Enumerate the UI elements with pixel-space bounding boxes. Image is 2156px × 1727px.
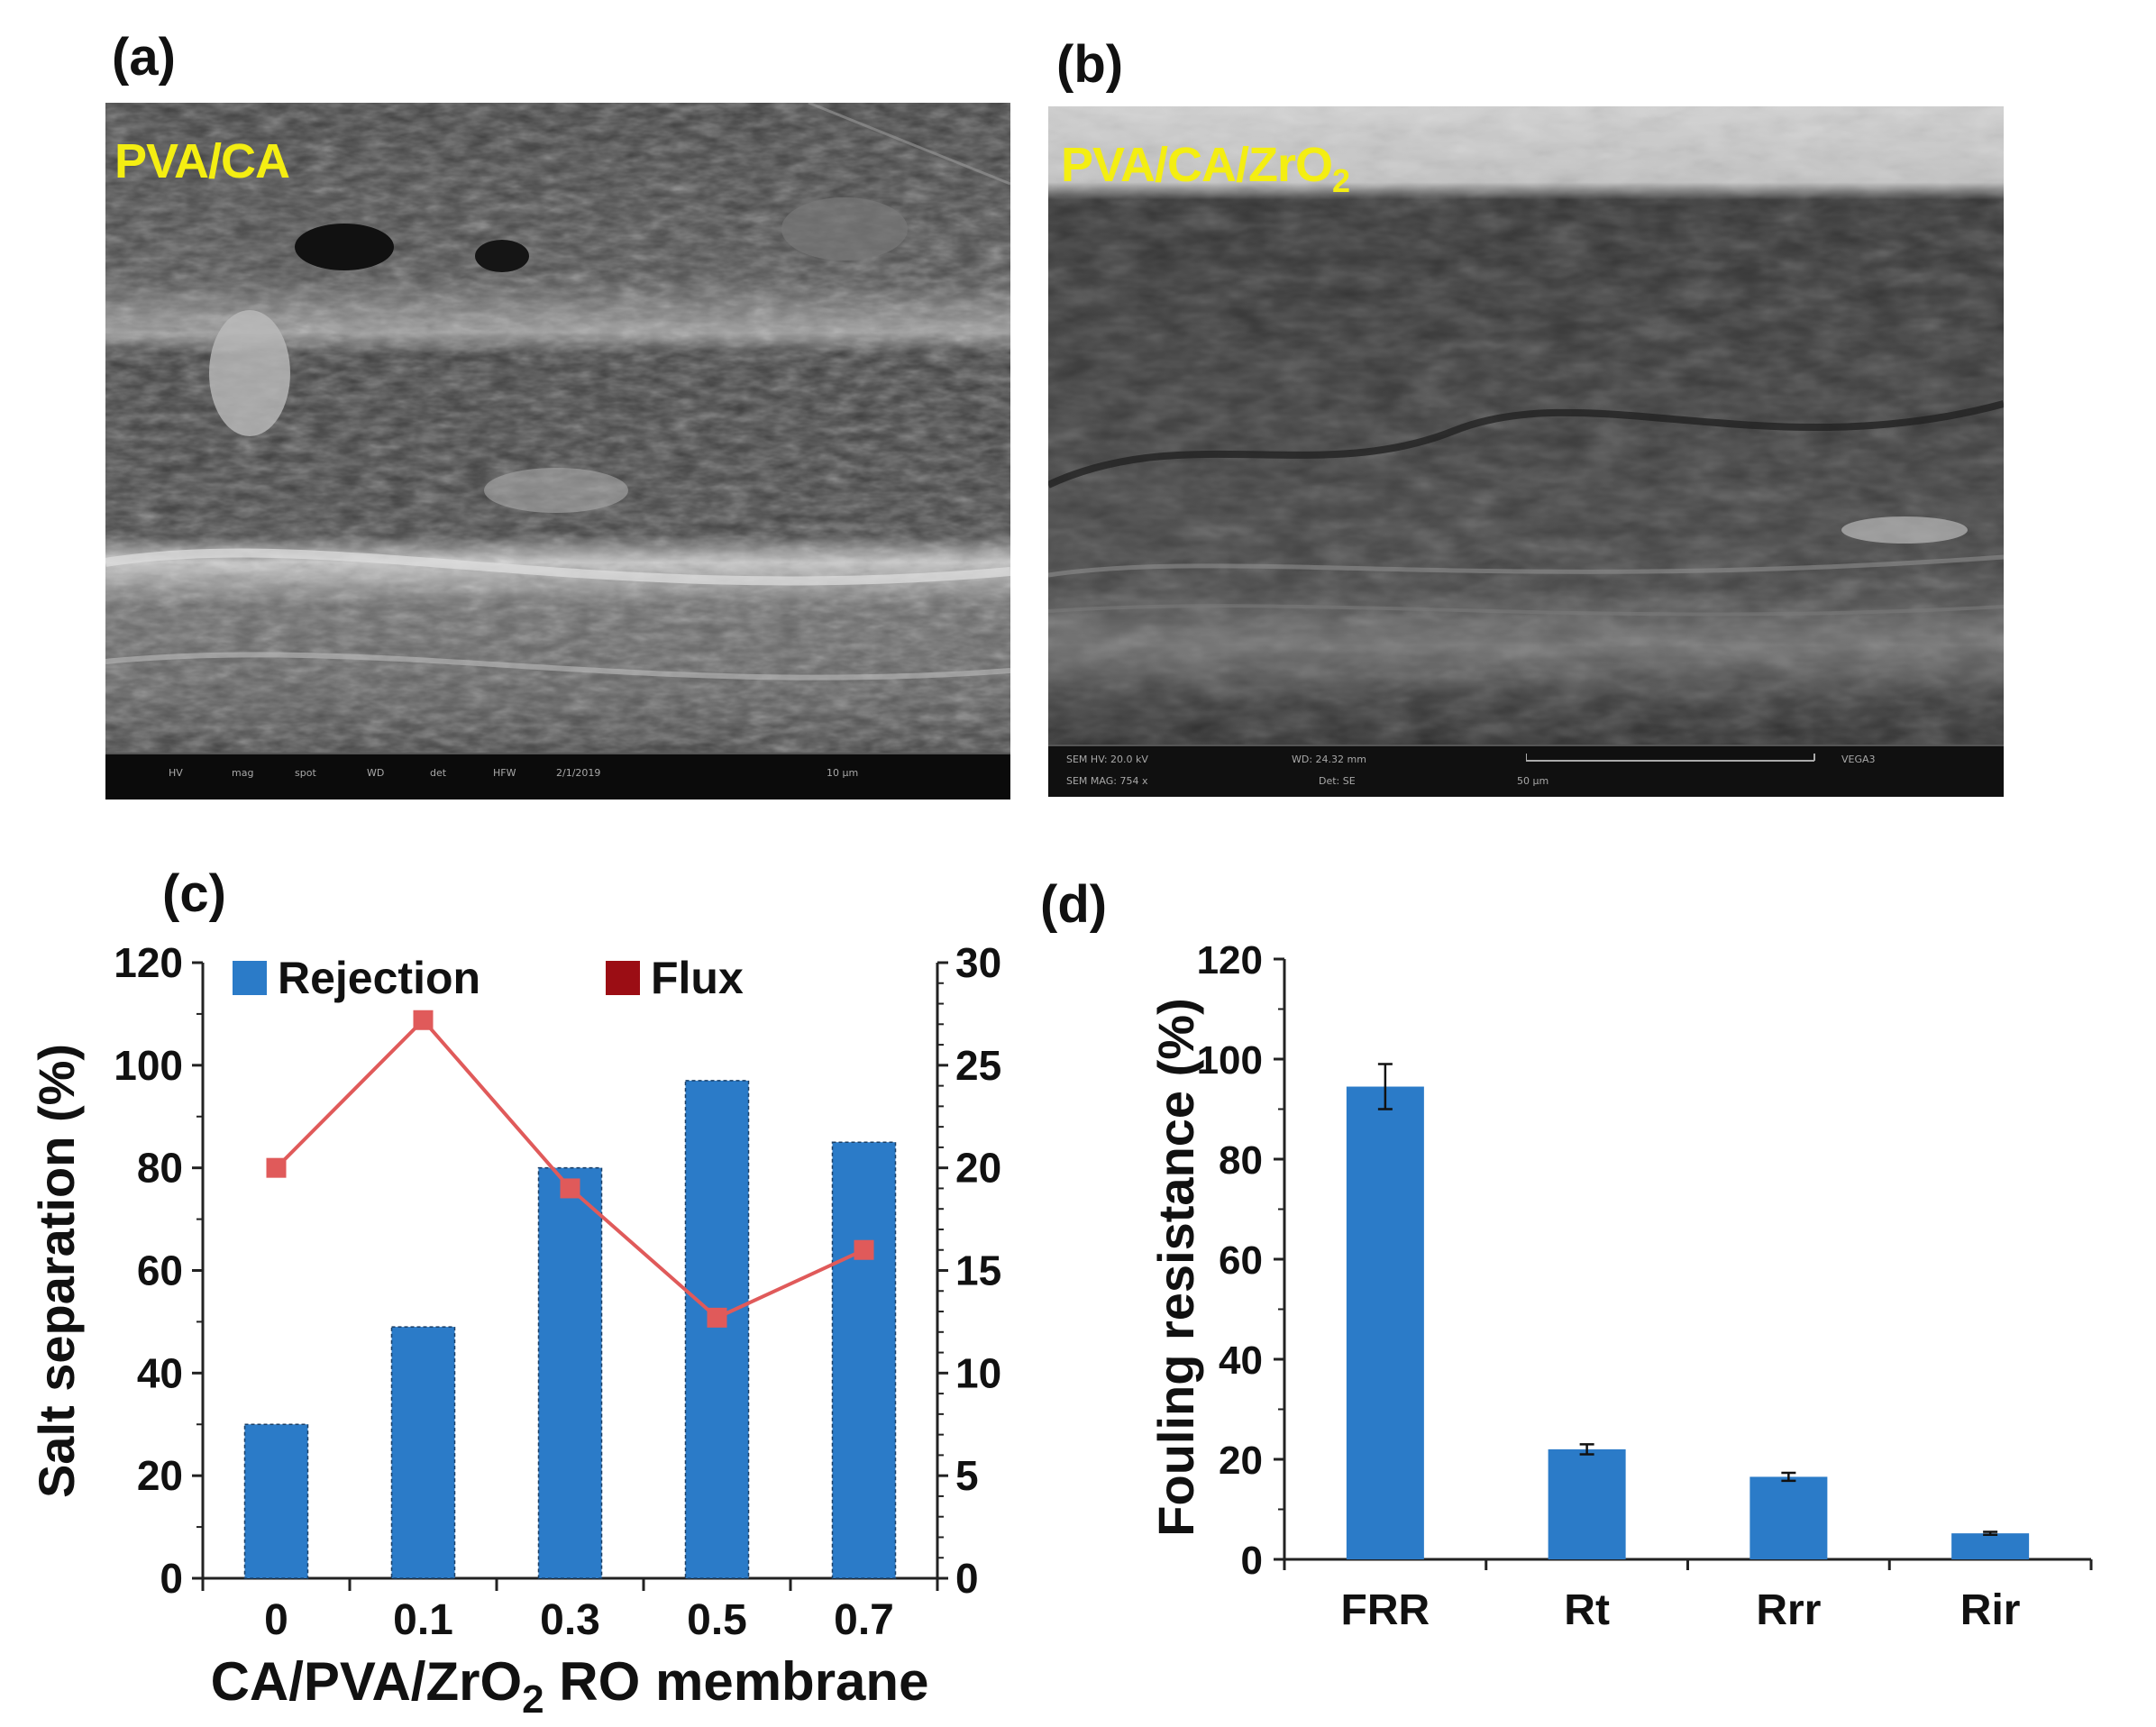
sem-texture-a: [105, 103, 1010, 800]
y-tick-label-left: 120: [114, 939, 183, 986]
y-tick-label-right: 10: [955, 1349, 1001, 1396]
y-tick-label-left: 100: [114, 1042, 183, 1089]
y-tick-label: 80: [1219, 1138, 1263, 1183]
panel-letter-d: (d): [1040, 875, 1108, 934]
marker-flux: [266, 1157, 287, 1178]
info-hv-a: HV: [169, 767, 183, 779]
sem-texture-b: [1048, 106, 2004, 797]
legend-swatch-rejection: [233, 961, 267, 995]
x-tick-label: Rt: [1564, 1586, 1610, 1634]
y-tick-label: 100: [1197, 1038, 1263, 1083]
info-det-a: det: [430, 767, 447, 779]
info-mag-b: SEM MAG: 754 x: [1066, 775, 1148, 787]
info-date-a: 2/1/2019: [556, 767, 601, 779]
info-wd-a: WD: [367, 767, 385, 779]
legend-label-flux: Flux: [651, 953, 744, 1003]
bar-rejection: [390, 1326, 456, 1579]
info-det-b: Det: SE: [1319, 775, 1356, 787]
x-tick-label: 0: [264, 1596, 288, 1644]
marker-flux: [413, 1010, 434, 1030]
info-hv-b: SEM HV: 20.0 kV: [1066, 754, 1148, 765]
y-axis-title-left: Salt separation (%): [28, 1044, 85, 1498]
y-tick-label-right: 5: [955, 1452, 979, 1499]
bar-fouling: [1346, 1086, 1424, 1559]
sem-image-b: SEM HV: 20.0 kV WD: 24.32 mm VEGA3 SEM M…: [1048, 106, 2004, 797]
sem-info-bar-a: [105, 753, 1010, 800]
bar-rejection: [684, 1080, 750, 1579]
x-tick-label: 0.5: [687, 1596, 747, 1644]
x-axis-title-sub: 2: [522, 1677, 544, 1722]
info-vega-b: VEGA3: [1841, 754, 1876, 765]
y-tick-label: 120: [1197, 938, 1263, 982]
sem-info-bar-b: [1048, 745, 2004, 797]
x-tick-label: 0.3: [540, 1596, 600, 1644]
y-tick-label-right: 20: [955, 1145, 1001, 1192]
y-tick-label-left: 60: [137, 1247, 183, 1294]
y-tick-label-right: 30: [955, 939, 1001, 986]
legend-swatch-flux: [606, 961, 640, 995]
x-tick-label: 0.7: [834, 1596, 894, 1644]
chart-d: 0 20 40 60 80 100 120 FRR Rt Rrr Rir Fouling resist…: [1147, 938, 2093, 1634]
y-tick-label-left: 80: [137, 1145, 183, 1192]
chart-c: 0 20 40 60 80 100 120 0 5 10 15 20 25 30 0 0.1 0.3 0.5 0.7…: [28, 939, 1001, 1722]
sem-label-b-sub: 2: [1332, 162, 1350, 199]
bar-fouling: [1548, 1448, 1626, 1559]
x-axis-title: CA/PVA/ZrO2 RO membrane: [211, 1651, 929, 1722]
y-tick-label-right: 25: [955, 1042, 1001, 1089]
y-tick-label-right: 0: [955, 1555, 979, 1602]
x-tick-label: Rir: [1960, 1586, 2021, 1634]
info-scale-a: 10 µm: [827, 767, 859, 779]
y-tick-label: 20: [1219, 1439, 1263, 1483]
x-tick-label: Rrr: [1756, 1586, 1821, 1634]
marker-flux: [560, 1178, 580, 1199]
y-tick-label-left: 0: [160, 1555, 183, 1602]
panel-letter-b: (b): [1056, 35, 1124, 94]
x-axis-title-tail: RO membrane: [544, 1651, 929, 1712]
y-tick-label: 40: [1219, 1339, 1263, 1383]
sem-label-a: PVA/CA: [114, 134, 290, 188]
bar-rejection: [831, 1141, 897, 1579]
sem-label-b-main: PVA/CA/ZrO: [1061, 138, 1333, 192]
info-spot-a: spot: [295, 767, 316, 779]
marker-flux: [707, 1307, 727, 1328]
sem-image-a: HV mag spot WD det HFW 2/1/2019 10 µm PV…: [105, 103, 1010, 800]
panel-letter-a: (a): [112, 28, 176, 87]
info-mag-a: mag: [232, 767, 254, 779]
sem-label-b: PVA/CA/ZrO2: [1061, 137, 1350, 200]
x-tick-label: FRR: [1341, 1586, 1430, 1634]
info-hfw-a: HFW: [493, 767, 516, 779]
x-axis-title-main: CA/PVA/ZrO: [211, 1651, 523, 1712]
y-tick-label: 0: [1241, 1539, 1263, 1583]
bar-fouling: [1951, 1533, 2030, 1559]
y-tick-label: 60: [1219, 1238, 1263, 1283]
bar-rejection: [243, 1423, 309, 1579]
scale-bar-b: [1526, 754, 1815, 762]
panel-letter-c: (c): [162, 864, 226, 923]
marker-flux: [854, 1239, 874, 1260]
info-scale-b: 50 µm: [1517, 775, 1549, 787]
info-wd-b: WD: 24.32 mm: [1292, 754, 1366, 765]
x-tick-label: 0.1: [393, 1596, 453, 1644]
y-tick-label-left: 40: [137, 1349, 183, 1396]
y-tick-label-left: 20: [137, 1452, 183, 1499]
y-axis-title: Fouling resistance (%): [1147, 998, 1204, 1536]
y-tick-label-right: 15: [955, 1247, 1001, 1294]
bar-rejection: [537, 1166, 603, 1579]
bar-fouling: [1749, 1476, 1828, 1559]
legend-label-rejection: Rejection: [278, 953, 480, 1003]
